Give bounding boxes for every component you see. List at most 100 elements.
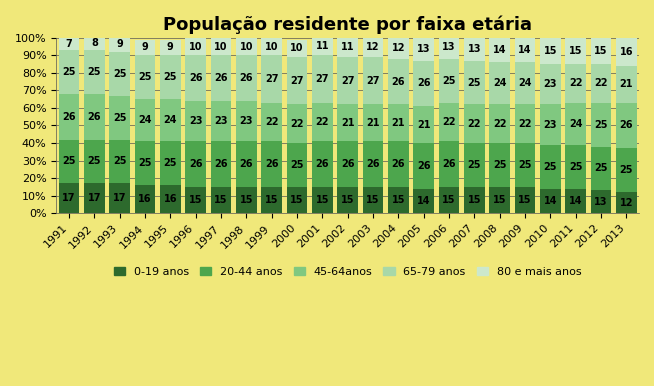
Bar: [515, 187, 536, 213]
Bar: [413, 38, 434, 61]
Bar: [84, 36, 105, 50]
Bar: [59, 183, 79, 213]
Text: 26: 26: [392, 77, 405, 86]
Text: 27: 27: [341, 76, 354, 86]
Bar: [135, 185, 156, 213]
Bar: [439, 103, 459, 141]
Text: 21: 21: [341, 118, 354, 128]
Bar: [185, 55, 206, 101]
Text: 25: 25: [88, 156, 101, 166]
Bar: [388, 59, 409, 105]
Text: 24: 24: [569, 119, 583, 129]
Text: 15: 15: [543, 46, 557, 56]
Bar: [211, 101, 232, 141]
Text: 14: 14: [569, 196, 583, 206]
Bar: [413, 106, 434, 143]
Text: 26: 26: [239, 73, 253, 83]
Bar: [337, 57, 358, 105]
Text: 17: 17: [88, 193, 101, 203]
Bar: [616, 148, 637, 192]
Text: 22: 22: [290, 119, 303, 129]
Bar: [109, 96, 130, 139]
Bar: [286, 143, 307, 187]
Bar: [515, 63, 536, 105]
Bar: [109, 183, 130, 213]
Text: 12: 12: [619, 198, 633, 208]
Bar: [236, 38, 257, 55]
Bar: [388, 38, 409, 59]
Text: 15: 15: [215, 195, 228, 205]
Text: 21: 21: [392, 118, 405, 128]
Text: 22: 22: [518, 119, 532, 129]
Text: 9: 9: [142, 42, 148, 52]
Text: 13: 13: [468, 44, 481, 54]
Bar: [262, 103, 282, 141]
Text: 16: 16: [164, 194, 177, 204]
Text: 27: 27: [366, 76, 380, 86]
Bar: [616, 38, 637, 66]
Bar: [185, 38, 206, 55]
Bar: [84, 139, 105, 183]
Bar: [540, 38, 560, 64]
Bar: [591, 103, 611, 147]
Bar: [337, 105, 358, 141]
Bar: [362, 105, 383, 141]
Bar: [262, 187, 282, 213]
Text: 15: 15: [290, 195, 303, 205]
Text: 15: 15: [265, 195, 279, 205]
Bar: [540, 145, 560, 189]
Text: 25: 25: [113, 113, 126, 123]
Bar: [59, 139, 79, 183]
Bar: [262, 38, 282, 55]
Bar: [489, 38, 510, 63]
Bar: [565, 145, 586, 189]
Bar: [59, 38, 79, 50]
Bar: [109, 139, 130, 183]
Bar: [59, 50, 79, 94]
Bar: [337, 187, 358, 213]
Bar: [565, 103, 586, 145]
Bar: [211, 187, 232, 213]
Text: 15: 15: [366, 195, 380, 205]
Text: 24: 24: [518, 78, 532, 88]
Text: 22: 22: [569, 78, 583, 88]
Text: 23: 23: [543, 79, 557, 89]
Text: 8: 8: [91, 38, 98, 48]
Bar: [489, 143, 510, 187]
Text: 9: 9: [116, 39, 123, 49]
Text: 26: 26: [239, 159, 253, 169]
Text: 13: 13: [594, 197, 608, 207]
Text: 22: 22: [594, 78, 608, 88]
Bar: [185, 141, 206, 187]
Text: 25: 25: [468, 78, 481, 88]
Text: 14: 14: [543, 196, 557, 206]
Text: 26: 26: [215, 73, 228, 83]
Bar: [337, 141, 358, 187]
Bar: [515, 38, 536, 63]
Text: 24: 24: [138, 115, 152, 125]
Text: 22: 22: [493, 119, 506, 129]
Text: 26: 26: [417, 161, 430, 171]
Text: 26: 26: [189, 159, 203, 169]
Text: 15: 15: [189, 195, 203, 205]
Text: 15: 15: [341, 195, 354, 205]
Text: 23: 23: [189, 116, 203, 126]
Text: 10: 10: [290, 43, 303, 53]
Text: 25: 25: [468, 160, 481, 170]
Text: 13: 13: [417, 44, 430, 54]
Text: 25: 25: [442, 76, 456, 86]
Text: 10: 10: [239, 42, 253, 52]
Text: 25: 25: [62, 156, 76, 166]
Text: 9: 9: [167, 42, 174, 52]
Text: 25: 25: [138, 158, 152, 168]
Text: 23: 23: [215, 116, 228, 126]
Text: 12: 12: [392, 43, 405, 53]
Text: 26: 26: [366, 159, 380, 169]
Text: 7: 7: [65, 39, 73, 49]
Text: 25: 25: [88, 67, 101, 77]
Text: 27: 27: [290, 76, 303, 86]
Bar: [489, 187, 510, 213]
Text: 27: 27: [316, 74, 329, 84]
Bar: [211, 38, 232, 55]
Text: 25: 25: [290, 160, 303, 170]
